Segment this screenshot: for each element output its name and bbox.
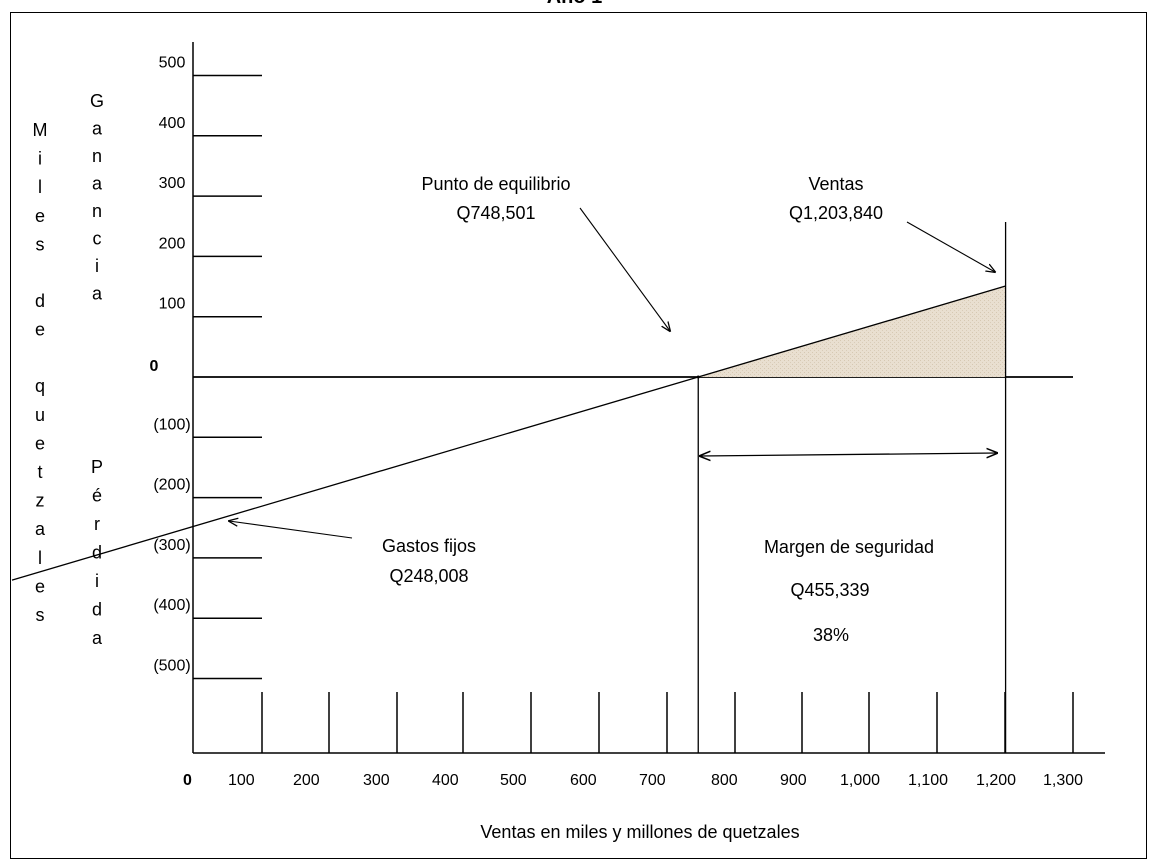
x-tick-label: 900: [780, 772, 807, 789]
safety-margin-percent: 38%: [813, 625, 849, 645]
y-tick-label: 500: [159, 55, 186, 72]
profit-line: [11, 285, 1006, 581]
y-tick-label: 100: [159, 296, 186, 313]
y-axis-label-char: e: [35, 576, 45, 596]
y-axis-label-char: M: [33, 120, 48, 140]
x-tick-label: 800: [711, 772, 738, 789]
gain-label-char: n: [92, 201, 102, 221]
sales-label: Ventas: [808, 174, 863, 194]
y-axis-label-char: e: [35, 206, 45, 226]
loss-label-char: P: [91, 457, 103, 477]
gain-label-char: a: [92, 284, 103, 304]
fixed-cost-label: Gastos fijos: [382, 536, 476, 556]
x-tick-label: 200: [293, 772, 320, 789]
x-tick-label: 100: [228, 772, 255, 789]
gain-label-char: a: [92, 174, 103, 194]
safety-margin-label: Margen de seguridad: [764, 537, 934, 557]
loss-label-char: r: [94, 514, 100, 534]
x-tick-label: 300: [363, 772, 390, 789]
x-tick-label: 600: [570, 772, 597, 789]
y-axis-label-char: s: [36, 234, 45, 254]
y-tick-label: (500): [153, 658, 190, 675]
loss-label-char: é: [92, 486, 102, 506]
y-axis-label-char: l: [38, 548, 42, 568]
y-tick-label: 200: [159, 235, 186, 252]
break-even-label: Punto de equilibrio: [421, 174, 570, 194]
x-tick-label: 700: [639, 772, 666, 789]
y-axis-label-char: t: [37, 462, 42, 482]
y-axis-label-char: i: [38, 149, 42, 169]
loss-label-char: d: [92, 543, 102, 563]
y-tick-label: 400: [159, 115, 186, 132]
loss-label-char: i: [95, 571, 99, 591]
y-axis-label-char: e: [35, 433, 45, 453]
x-tick-label: 1,100: [908, 772, 948, 789]
x-tick-label: 0: [183, 772, 192, 789]
y-axis-label-char: e: [35, 320, 45, 340]
x-tick-label: 500: [500, 772, 527, 789]
break-even-point: [696, 375, 700, 379]
break-even-arrow: [579, 207, 670, 331]
y-axis-label-char: q: [35, 376, 45, 396]
gain-label-char: G: [90, 91, 104, 111]
y-tick-label: (100): [153, 416, 190, 433]
sales-value: Q1,203,840: [789, 203, 883, 223]
y-tick-label: 300: [159, 175, 186, 192]
sales-arrow: [906, 221, 995, 272]
chart-title: Año 1: [0, 0, 1149, 9]
y-tick-label: (200): [153, 477, 190, 494]
fixed-cost-arrow: [229, 521, 353, 539]
y-axis-label-char: a: [35, 519, 46, 539]
y-axis-label-char: l: [38, 177, 42, 197]
x-tick-label: 1,300: [1043, 772, 1083, 789]
y-axis-label-char: s: [36, 605, 45, 625]
y-tick-label: (300): [153, 537, 190, 554]
safety-margin-value: Q455,339: [790, 580, 869, 600]
gain-label-char: i: [95, 256, 99, 276]
loss-label-char: a: [92, 628, 103, 648]
y-axis-label-char: d: [35, 291, 45, 311]
safety-margin-arrow: [700, 453, 997, 456]
x-axis-label: Ventas en miles y millones de quetzales: [480, 822, 799, 842]
x-tick-label: 400: [432, 772, 459, 789]
y-axis-label-char: u: [35, 405, 45, 425]
chart-frame: [10, 12, 1147, 859]
fixed-cost-value: Q248,008: [389, 566, 468, 586]
gain-label-char: c: [93, 229, 102, 249]
loss-label-char: d: [92, 600, 102, 620]
y-axis-label-char: z: [36, 491, 45, 511]
x-tick-label: 1,200: [976, 772, 1016, 789]
x-tick-label: 1,000: [840, 772, 880, 789]
y-tick-label: 0: [150, 358, 159, 375]
gain-label-char: a: [92, 119, 103, 139]
gain-label-char: n: [92, 146, 102, 166]
y-tick-label: (400): [153, 597, 190, 614]
break-even-value: Q748,501: [456, 203, 535, 223]
